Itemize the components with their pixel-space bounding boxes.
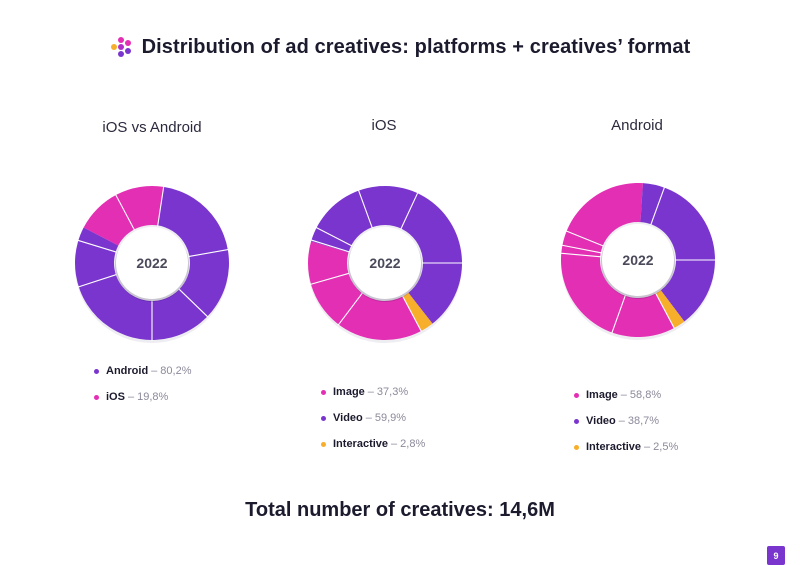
donut-hole: [602, 224, 674, 296]
legend-dot: [574, 444, 579, 450]
legend-value: 19,8%: [137, 391, 169, 403]
legend-item: Android – 80,2%: [94, 358, 192, 384]
legend-item: Video – 38,7%: [574, 408, 678, 434]
legend-item: Interactive – 2,5%: [574, 434, 678, 460]
legend-dot: [321, 441, 326, 447]
chart-title: iOS: [371, 117, 397, 134]
legend-separator: –: [367, 386, 374, 398]
donut-divider-line: [400, 192, 419, 230]
chart-legend: Image – 58,8% Video – 38,7% Interactive …: [574, 382, 678, 460]
donut-center-label: 2022: [369, 255, 400, 271]
donut-divider-line: [188, 248, 229, 258]
donut-slice-video: [311, 186, 462, 324]
legend-label: Video: [586, 415, 616, 427]
page-number-badge: 9: [767, 546, 785, 565]
donut-divider-line: [357, 189, 373, 229]
legend-value: 2,8%: [400, 438, 426, 450]
legend-dot: [321, 389, 326, 395]
donut-chart-ios: iOS 2022 Image – 37,3% Video – 59,9% Int…: [274, 110, 494, 470]
donut-divider-line: [77, 273, 117, 288]
legend-dot: [574, 418, 579, 424]
legend-dot: [574, 392, 579, 398]
donut-divider-line: [337, 292, 364, 326]
donut-chart-android: Android 2022 Image – 58,8% Video – 38,7%…: [527, 110, 747, 470]
legend-value: 80,2%: [160, 365, 192, 377]
donut-hole: [116, 227, 188, 299]
donut-divider-line: [565, 230, 604, 247]
legend-separator: –: [620, 389, 627, 401]
legend-label: Video: [333, 412, 363, 424]
legend-separator: –: [127, 391, 135, 403]
donut-hole: [349, 227, 421, 299]
donut-slice-image: [561, 183, 675, 337]
donut-slice-video: [640, 183, 715, 322]
legend-dot: [94, 368, 99, 374]
donut-divider-line: [560, 252, 602, 258]
chart-title: Android: [611, 117, 663, 134]
donut-divider-line: [650, 186, 666, 226]
donut-divider-line: [611, 294, 627, 334]
donut-divider-line: [654, 292, 676, 330]
donut-chart-ios-vs-android: iOS vs Android 2022 Android – 80,2% iOS …: [42, 110, 262, 470]
legend-separator: –: [391, 438, 398, 450]
donut-slice-ios: [83, 186, 164, 246]
slide-header: Distribution of ad creatives: platforms …: [0, 34, 800, 60]
donut-divider-line: [401, 295, 423, 333]
donut-divider-line: [315, 226, 353, 247]
donut-slice-interactive: [655, 290, 685, 328]
donut-center-label: 2022: [136, 255, 167, 271]
donut-divider-line: [157, 185, 165, 227]
legend-label: Android: [106, 365, 149, 377]
donut-slice-image: [308, 241, 422, 340]
legend-dot: [321, 415, 326, 421]
donut-divider-line: [309, 272, 350, 286]
donut-slice-android: [74, 186, 229, 340]
donut-slice-interactive: [402, 292, 433, 331]
legend-item: iOS – 19,8%: [94, 384, 192, 410]
legend-value: 58,8%: [629, 389, 662, 401]
donut-divider-line: [114, 193, 136, 231]
legend-dot: [94, 394, 99, 400]
legend-label: Image: [333, 386, 365, 398]
legend-separator: –: [151, 365, 158, 377]
chart-title: iOS vs Android: [102, 119, 202, 136]
donut-svg: 2022: [560, 183, 716, 340]
legend-separator: –: [618, 415, 625, 427]
donut-divider-line: [561, 244, 602, 254]
legend-label: Interactive: [586, 441, 642, 453]
legend-item: Interactive – 2,8%: [321, 431, 425, 457]
legend-value: 2,5%: [653, 441, 679, 453]
donut-center-label: 2022: [622, 252, 653, 268]
legend-label: Image: [586, 389, 618, 401]
donut-svg: 2022: [74, 185, 229, 343]
legend-item: Video – 59,9%: [321, 405, 425, 431]
legend-value: 38,7%: [627, 415, 660, 427]
legend-label: Interactive: [333, 438, 389, 450]
legend-label: iOS: [106, 391, 125, 403]
legend-separator: –: [365, 412, 372, 424]
legend-separator: –: [644, 441, 651, 453]
total-creatives-text: Total number of creatives: 14,6M: [245, 499, 555, 521]
donut-divider-line: [310, 239, 350, 253]
legend-item: Image – 58,8%: [574, 382, 678, 408]
donut-svg: 2022: [308, 186, 463, 343]
legend-item: Image – 37,3%: [321, 379, 425, 405]
chart-legend: Image – 37,3% Video – 59,9% Interactive …: [321, 379, 425, 457]
brand-logo-icon: [110, 37, 131, 57]
page-title: Distribution of ad creatives: platforms …: [141, 35, 691, 58]
legend-value: 59,9%: [374, 412, 407, 424]
chart-legend: Android – 80,2% iOS – 19,8%: [94, 358, 192, 410]
donut-divider-line: [178, 288, 209, 318]
donut-divider-line: [77, 239, 117, 253]
legend-value: 37,3%: [376, 386, 409, 398]
